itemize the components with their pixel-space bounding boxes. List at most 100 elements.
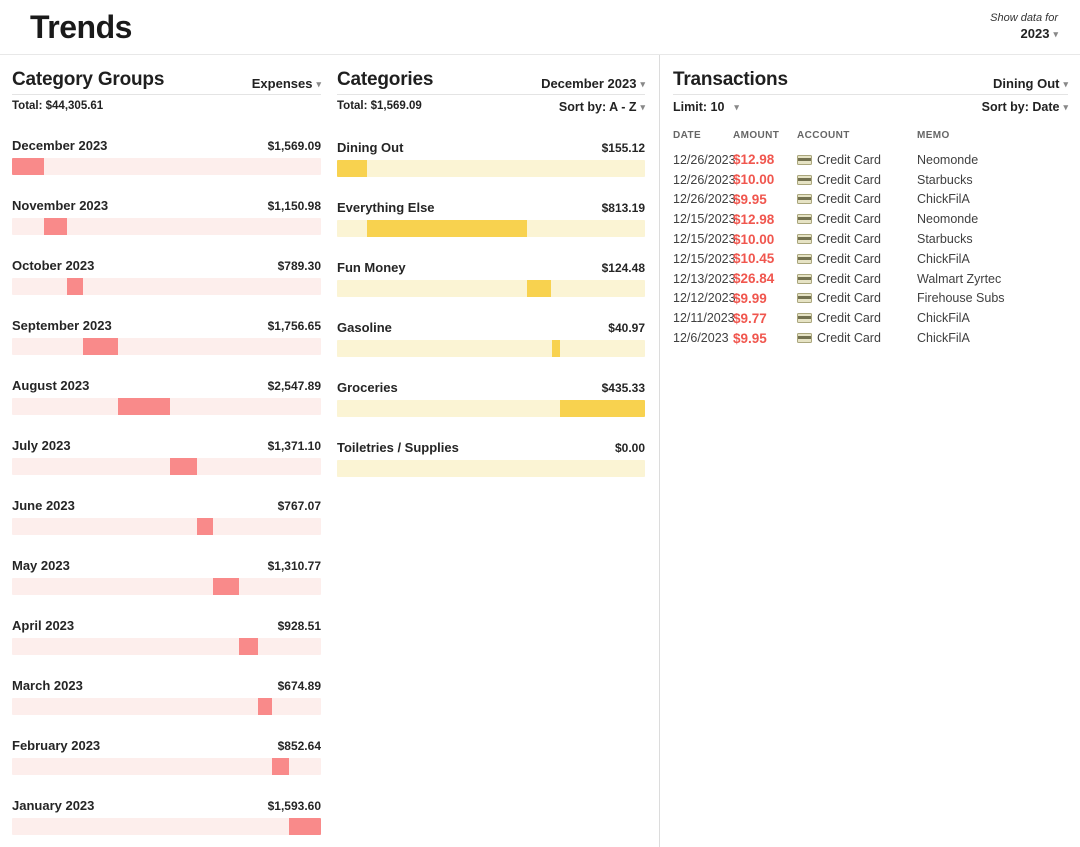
transaction-date: 12/26/2023 xyxy=(673,152,736,167)
bar-segment xyxy=(197,518,213,535)
bar-track xyxy=(12,398,321,415)
transaction-date: 12/11/2023 xyxy=(673,311,735,326)
bar-segment xyxy=(82,338,119,355)
item-label: February 2023 xyxy=(12,738,101,753)
category-row[interactable]: Dining Out $155.12 xyxy=(337,140,645,177)
bar-track xyxy=(12,158,321,175)
transaction-amount: $9.99 xyxy=(733,290,767,306)
transaction-row: 12/15/2023 $10.00 Credit Card Starbucks xyxy=(673,229,1068,249)
transactions-sort-value: Sort by: Date xyxy=(981,100,1060,114)
category-group-row[interactable]: February 2023 $852.64 xyxy=(12,738,321,775)
category-groups-title: Category Groups xyxy=(12,69,165,90)
transaction-row: 12/15/2023 $10.45 Credit Card ChickFilA xyxy=(673,249,1068,269)
categories-header: Categories December 2023 ▾ xyxy=(337,69,645,95)
bar-track xyxy=(12,698,321,715)
item-label: Fun Money xyxy=(337,260,406,275)
transaction-amount: $9.95 xyxy=(733,330,767,346)
category-groups-list: December 2023 $1,569.09 November 2023 $1,15… xyxy=(12,138,321,835)
credit-card-icon xyxy=(797,234,812,245)
transaction-amount: $9.77 xyxy=(733,310,767,326)
transactions-sort-dropdown[interactable]: Sort by: Date ▾ xyxy=(982,100,1068,114)
category-group-row[interactable]: September 2023 $1,756.65 xyxy=(12,318,321,355)
item-amount: $124.48 xyxy=(601,261,645,275)
category-group-row[interactable]: March 2023 $674.89 xyxy=(12,678,321,715)
category-group-row[interactable]: May 2023 $1,310.77 xyxy=(12,558,321,595)
category-row[interactable]: Fun Money $124.48 xyxy=(337,260,645,297)
bar-label-row: April 2023 $928.51 xyxy=(12,618,321,633)
year-picker: Show data for 2023 ▾ xyxy=(990,12,1058,42)
category-row[interactable]: Gasoline $40.97 xyxy=(337,320,645,357)
item-label: Everything Else xyxy=(337,200,435,215)
category-group-row[interactable]: January 2023 $1,593.60 xyxy=(12,798,321,835)
transaction-row: 12/26/2023 $12.98 Credit Card Neomonde xyxy=(673,150,1068,170)
category-group-row[interactable]: October 2023 $789.30 xyxy=(12,258,321,295)
bar-label-row: Gasoline $40.97 xyxy=(337,320,645,335)
category-row[interactable]: Everything Else $813.19 xyxy=(337,200,645,237)
item-label: December 2023 xyxy=(12,138,108,153)
category-group-row[interactable]: December 2023 $1,569.09 xyxy=(12,138,321,175)
transaction-memo: Neomonde xyxy=(917,152,979,167)
item-amount: $2,547.89 xyxy=(267,379,321,393)
transaction-row: 12/26/2023 $10.00 Credit Card Starbucks xyxy=(673,170,1068,190)
bar-track xyxy=(12,278,321,295)
categories-section: Categories December 2023 ▾ Total: $1,569.… xyxy=(337,55,645,847)
transaction-account: Credit Card xyxy=(797,291,917,305)
transaction-row: 12/6/2023 $9.95 Credit Card ChickFilA xyxy=(673,328,1068,348)
transaction-memo: ChickFilA xyxy=(917,331,970,346)
bar-track xyxy=(12,338,321,355)
transactions-table-body: 12/26/2023 $12.98 Credit Card Neomonde 12/26… xyxy=(673,150,1068,348)
category-group-row[interactable]: June 2023 $767.07 xyxy=(12,498,321,535)
category-row[interactable]: Toiletries / Supplies $0.00 xyxy=(337,440,645,477)
bar-label-row: Toiletries / Supplies $0.00 xyxy=(337,440,645,455)
item-label: January 2023 xyxy=(12,798,95,813)
item-amount: $40.97 xyxy=(608,321,645,335)
chevron-down-icon: ▾ xyxy=(1063,102,1068,112)
expenses-filter-dropdown[interactable]: Expenses ▾ xyxy=(252,76,321,91)
category-group-row[interactable]: April 2023 $928.51 xyxy=(12,618,321,655)
transaction-date: 12/6/2023 xyxy=(673,331,729,346)
transactions-category-value: Dining Out xyxy=(993,76,1060,91)
transaction-memo: Starbucks xyxy=(917,172,973,187)
account-name: Credit Card xyxy=(817,212,881,227)
bar-segment xyxy=(527,280,552,297)
item-label: August 2023 xyxy=(12,378,90,393)
bar-segment xyxy=(288,818,321,835)
year-dropdown[interactable]: 2023 ▾ xyxy=(990,26,1058,42)
transactions-category-dropdown[interactable]: Dining Out ▾ xyxy=(993,76,1068,91)
credit-card-icon xyxy=(797,333,812,344)
account-name: Credit Card xyxy=(817,291,881,306)
category-groups-total: Total: $44,305.61 xyxy=(12,100,104,112)
transaction-amount: $10.00 xyxy=(733,231,775,247)
bar-track xyxy=(12,218,321,235)
transaction-account: Credit Card xyxy=(797,173,917,187)
transaction-amount: $10.45 xyxy=(733,251,775,267)
bar-label-row: October 2023 $789.30 xyxy=(12,258,321,273)
item-label: October 2023 xyxy=(12,258,95,273)
bar-label-row: Everything Else $813.19 xyxy=(337,200,645,215)
item-label: May 2023 xyxy=(12,558,70,573)
column-header: ACCOUNT xyxy=(797,130,850,141)
transaction-account: Credit Card xyxy=(797,272,917,286)
credit-card-icon xyxy=(797,293,812,304)
bar-label-row: March 2023 $674.89 xyxy=(12,678,321,693)
bar-track xyxy=(337,160,645,177)
item-amount: $852.64 xyxy=(277,739,321,753)
chevron-down-icon: ▾ xyxy=(1053,28,1058,39)
category-group-row[interactable]: August 2023 $2,547.89 xyxy=(12,378,321,415)
limit-dropdown[interactable]: Limit: 10 ▾ xyxy=(673,100,739,114)
transaction-row: 12/15/2023 $12.98 Credit Card Neomonde xyxy=(673,209,1068,229)
category-group-row[interactable]: July 2023 $1,371.10 xyxy=(12,438,321,475)
transaction-date: 12/15/2023 xyxy=(673,212,736,227)
categories-sort-dropdown[interactable]: Sort by: A - Z ▾ xyxy=(559,100,645,114)
category-row[interactable]: Groceries $435.33 xyxy=(337,380,645,417)
item-label: June 2023 xyxy=(12,498,75,513)
category-group-row[interactable]: November 2023 $1,150.98 xyxy=(12,198,321,235)
account-name: Credit Card xyxy=(817,271,881,286)
month-filter-dropdown[interactable]: December 2023 ▾ xyxy=(541,76,645,91)
credit-card-icon xyxy=(797,154,812,165)
item-amount: $1,569.09 xyxy=(267,139,321,153)
account-name: Credit Card xyxy=(817,192,881,207)
bar-track xyxy=(337,280,645,297)
transaction-memo: Walmart Zyrtec xyxy=(917,271,1002,286)
bar-segment xyxy=(559,400,645,417)
